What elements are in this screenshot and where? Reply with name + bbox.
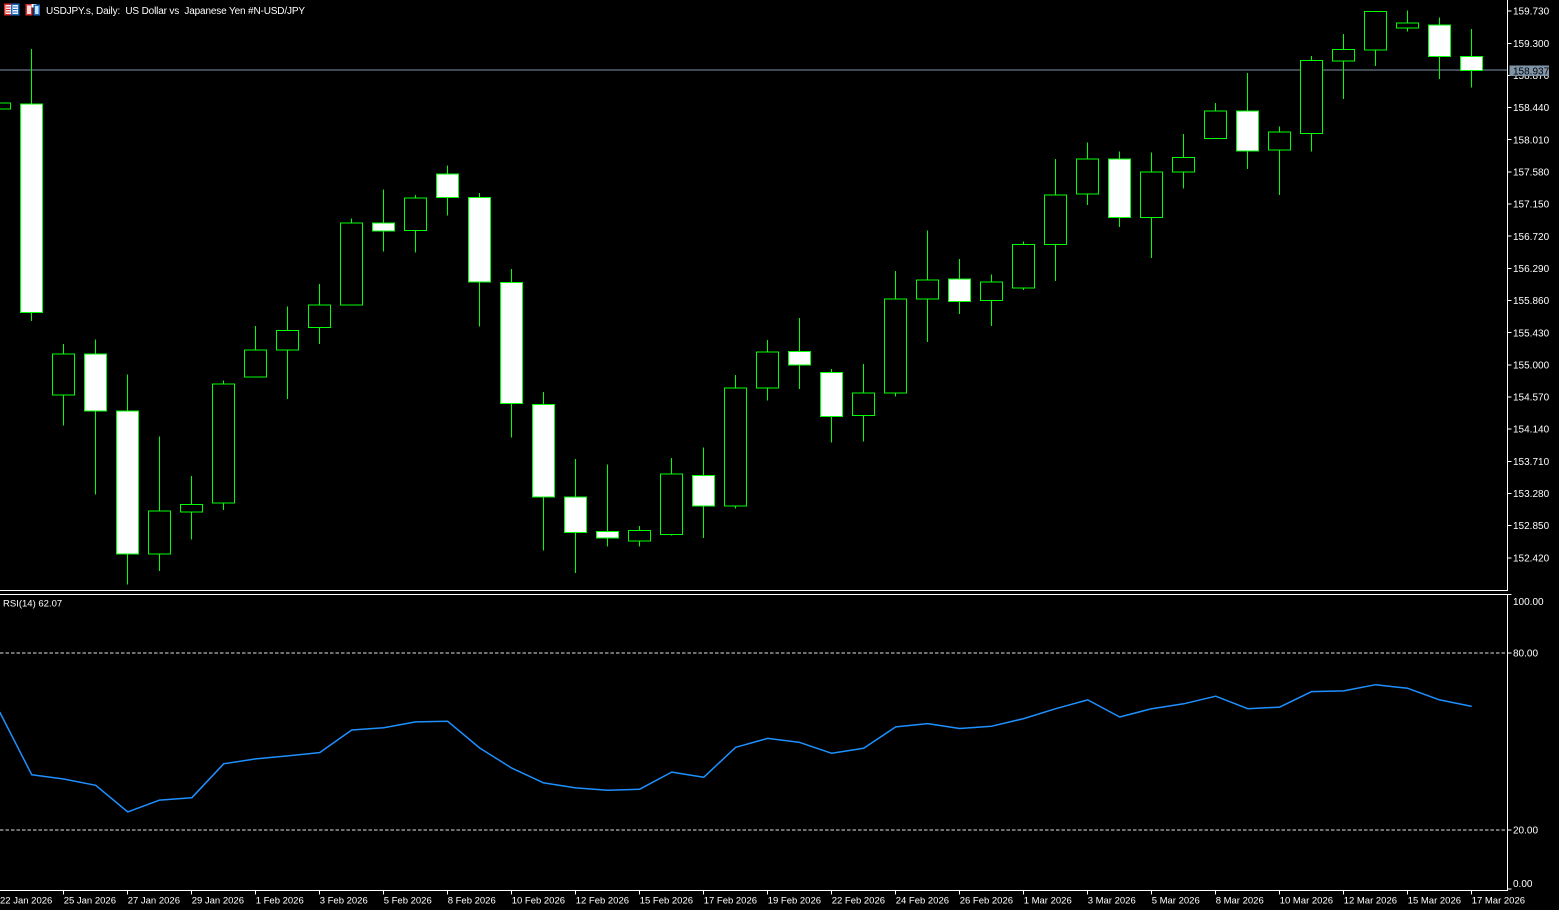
svg-text:80.00: 80.00 — [1513, 649, 1538, 660]
svg-text:159.730: 159.730 — [1513, 7, 1550, 18]
svg-text:152.850: 152.850 — [1513, 521, 1550, 532]
svg-text:27 Jan 2026: 27 Jan 2026 — [128, 895, 180, 906]
svg-text:153.710: 153.710 — [1513, 457, 1550, 468]
svg-text:1 Mar 2026: 1 Mar 2026 — [1024, 895, 1072, 906]
svg-text:25 Jan 2026: 25 Jan 2026 — [64, 895, 116, 906]
svg-text:RSI(14) 62.07: RSI(14) 62.07 — [3, 598, 62, 609]
svg-text:19 Feb 2026: 19 Feb 2026 — [768, 895, 821, 906]
svg-text:12 Feb 2026: 12 Feb 2026 — [576, 895, 629, 906]
svg-text:155.860: 155.860 — [1513, 296, 1550, 307]
svg-text:154.570: 154.570 — [1513, 393, 1550, 404]
svg-text:26 Feb 2026: 26 Feb 2026 — [960, 895, 1013, 906]
svg-text:158.870: 158.870 — [1513, 71, 1550, 82]
svg-text:22 Jan 2026: 22 Jan 2026 — [0, 895, 52, 906]
svg-text:22 Feb 2026: 22 Feb 2026 — [832, 895, 885, 906]
svg-text:158.010: 158.010 — [1513, 135, 1550, 146]
svg-text:29 Jan 2026: 29 Jan 2026 — [192, 895, 244, 906]
svg-text:10 Feb 2026: 10 Feb 2026 — [512, 895, 565, 906]
svg-text:3 Mar 2026: 3 Mar 2026 — [1088, 895, 1136, 906]
svg-text:17 Mar 2026: 17 Mar 2026 — [1472, 895, 1525, 906]
svg-text:20.00: 20.00 — [1513, 826, 1538, 837]
svg-text:3 Feb 2026: 3 Feb 2026 — [320, 895, 368, 906]
svg-text:153.280: 153.280 — [1513, 489, 1550, 500]
svg-text:0.00: 0.00 — [1513, 879, 1533, 890]
svg-text:1 Feb 2026: 1 Feb 2026 — [256, 895, 304, 906]
svg-text:24 Feb 2026: 24 Feb 2026 — [896, 895, 949, 906]
svg-text:10 Mar 2026: 10 Mar 2026 — [1280, 895, 1333, 906]
svg-text:158.937: 158.937 — [1513, 66, 1550, 77]
svg-text:152.420: 152.420 — [1513, 553, 1550, 564]
svg-text:15 Feb 2026: 15 Feb 2026 — [640, 895, 693, 906]
svg-text:155.430: 155.430 — [1513, 328, 1550, 339]
svg-text:100.00: 100.00 — [1513, 597, 1544, 608]
svg-text:157.150: 157.150 — [1513, 200, 1550, 211]
svg-text:8 Feb 2026: 8 Feb 2026 — [448, 895, 496, 906]
svg-text:5 Feb 2026: 5 Feb 2026 — [384, 895, 432, 906]
svg-text:157.580: 157.580 — [1513, 168, 1550, 179]
svg-text:156.720: 156.720 — [1513, 232, 1550, 243]
svg-text:158.440: 158.440 — [1513, 103, 1550, 114]
svg-text:159.300: 159.300 — [1513, 39, 1550, 50]
svg-text:156.290: 156.290 — [1513, 264, 1550, 275]
svg-text:12 Mar 2026: 12 Mar 2026 — [1344, 895, 1397, 906]
svg-text:5 Mar 2026: 5 Mar 2026 — [1152, 895, 1200, 906]
svg-text:154.140: 154.140 — [1513, 425, 1550, 436]
svg-text:8 Mar 2026: 8 Mar 2026 — [1216, 895, 1264, 906]
svg-text:15 Mar 2026: 15 Mar 2026 — [1408, 895, 1461, 906]
svg-text:17 Feb 2026: 17 Feb 2026 — [704, 895, 757, 906]
svg-text:155.000: 155.000 — [1513, 360, 1550, 371]
svg-text:USDJPY.s, Daily: US Dollar vs: USDJPY.s, Daily: US Dollar vs Japanese Y… — [46, 6, 305, 17]
